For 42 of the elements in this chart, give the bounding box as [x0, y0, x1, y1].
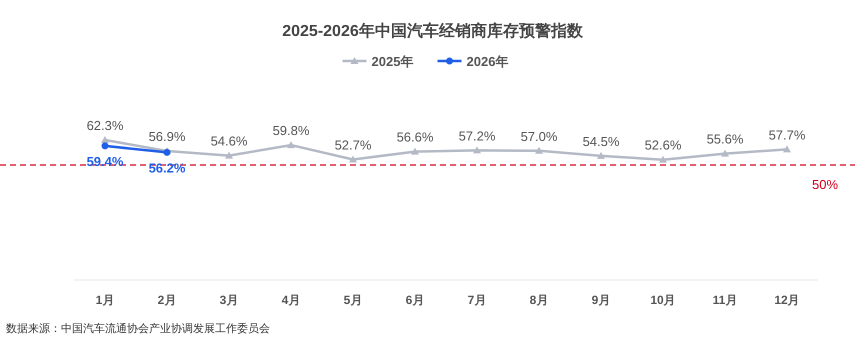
point: [102, 142, 108, 150]
x-tick-label: 2月: [158, 293, 176, 307]
data-label: 56.9%: [148, 128, 186, 144]
point: [287, 141, 295, 148]
x-tick-label: 11月: [712, 293, 738, 307]
point: [473, 146, 481, 154]
x-tick-label: 5月: [344, 293, 362, 307]
x-tick-label: 10月: [650, 293, 676, 307]
data-label: 59.8%: [272, 123, 310, 138]
point: [597, 152, 605, 159]
ref-line-label: 50%: [812, 177, 838, 192]
source-note: 数据来源：中国汽车流通协会产业协调发展工作委员会: [6, 322, 270, 335]
x-tick-label: 8月: [530, 293, 548, 307]
x-tick-label: 4月: [282, 293, 300, 307]
chart-title: 2025-2026年中国汽车经销商库存预警指数: [282, 22, 584, 40]
point: [411, 148, 419, 155]
data-label: 57.2%: [458, 128, 496, 144]
data-label: 59.4%: [86, 154, 124, 169]
data-label: 54.6%: [210, 134, 248, 149]
data-label: 55.6%: [706, 132, 744, 147]
x-tick-label: 6月: [406, 293, 424, 307]
data-label: 57.0%: [520, 128, 558, 144]
legend-label: 2026年: [466, 54, 508, 69]
point: [101, 136, 109, 143]
data-label: 52.6%: [644, 138, 682, 153]
point: [659, 156, 667, 163]
x-tick-label: 3月: [220, 293, 238, 307]
data-label: 56.6%: [396, 130, 434, 145]
point: [349, 156, 357, 163]
data-label: 54.5%: [582, 134, 620, 149]
data-label: 57.7%: [768, 127, 806, 142]
data-label: 52.7%: [334, 138, 372, 153]
point: [535, 146, 543, 154]
x-tick-label: 12月: [774, 293, 800, 307]
legend-label: 2025年: [372, 54, 414, 69]
point: [721, 150, 729, 157]
point: [783, 145, 791, 152]
x-tick-label: 7月: [468, 293, 486, 307]
point: [225, 152, 233, 159]
x-tick-label: 9月: [592, 293, 610, 307]
data-label: 62.3%: [86, 118, 124, 133]
x-tick-label: 1月: [96, 293, 114, 307]
